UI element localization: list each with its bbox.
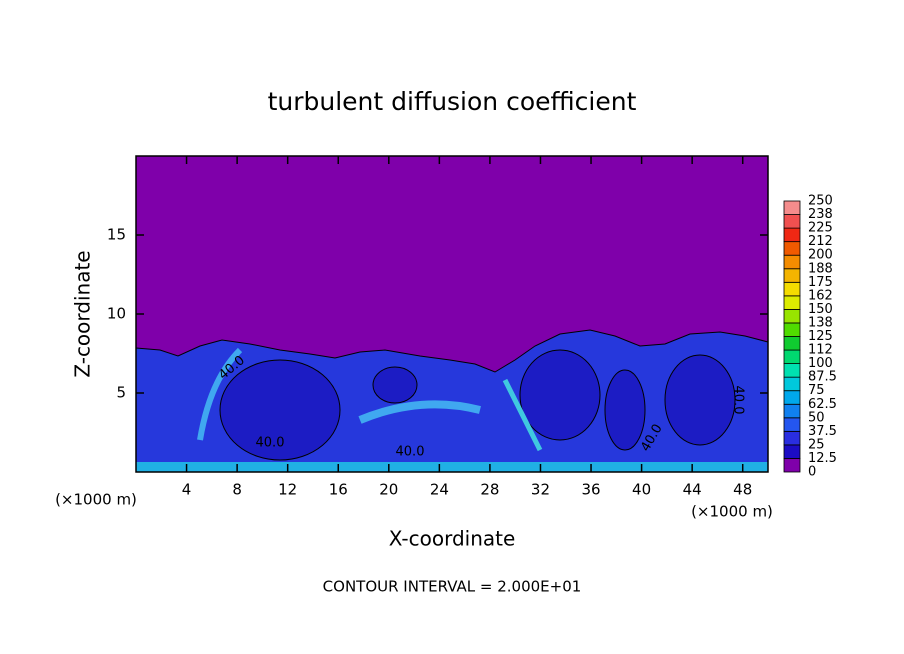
colorbar-box (783, 214, 801, 229)
colorbar-label: 25 (808, 437, 825, 452)
colorbar-label: 50 (808, 410, 825, 425)
colorbar-label: 238 (808, 207, 833, 222)
colorbar-box (783, 295, 801, 310)
x-tick-label: 44 (683, 481, 702, 499)
x-tick-label: 12 (278, 481, 297, 499)
colorbar-label: 225 (808, 221, 833, 236)
colorbar-box (783, 376, 801, 392)
y-tick-label: 5 (116, 384, 126, 402)
field-region (519, 349, 601, 441)
contour-label: 40.0 (256, 436, 285, 451)
colorbar-label: 188 (808, 261, 833, 276)
colorbar-label: 138 (808, 315, 833, 330)
x-tick-label: 40 (632, 481, 651, 499)
colorbar-box (783, 458, 801, 473)
x-tick-label: 4 (182, 481, 192, 499)
x-unit: (×1000 m) (691, 503, 773, 521)
field-streak (136, 462, 768, 472)
colorbar-box (783, 254, 801, 270)
colorbar-label: 150 (808, 302, 833, 317)
field-region (604, 369, 646, 451)
x-tick-label: 8 (232, 481, 242, 499)
colorbar-box (783, 281, 801, 297)
colorbar-label: 75 (808, 383, 825, 398)
colorbar-label: 0 (808, 465, 816, 480)
y-axis-label: Z-coordinate (71, 250, 95, 377)
colorbar-label: 212 (808, 234, 833, 249)
colorbar-label: 37.5 (808, 424, 837, 439)
x-tick-label: 24 (430, 481, 449, 499)
field-streak (502, 378, 543, 452)
footer: CONTOUR INTERVAL = 2.000E+01 (323, 578, 582, 596)
field-streak (358, 400, 481, 424)
x-tick-label: 16 (329, 481, 348, 499)
field-region (219, 359, 341, 461)
colorbar-box (783, 430, 801, 446)
x-tick-label: 20 (379, 481, 398, 499)
colorbar-label: 125 (808, 329, 833, 344)
colorbar-box (783, 363, 801, 378)
colorbar-box (783, 200, 801, 215)
x-tick-label: 32 (531, 481, 550, 499)
colorbar-box (783, 349, 801, 364)
colorbar-label: 62.5 (808, 397, 837, 412)
field-region (664, 354, 736, 446)
x-tick-label: 48 (733, 481, 752, 499)
y-unit: (×1000 m) (55, 491, 137, 509)
colorbar-label: 175 (808, 275, 833, 290)
contour-label: 40.0 (731, 386, 746, 415)
field (135, 156, 769, 473)
x-tick-label: 36 (581, 481, 600, 499)
colorbar-label: 162 (808, 288, 833, 303)
colorbar-box (783, 241, 801, 256)
colorbar-label: 100 (808, 356, 833, 371)
colorbar-label: 12.5 (808, 451, 837, 466)
x-tick-label: 28 (480, 481, 499, 499)
field-region (372, 366, 418, 404)
colorbar-box (783, 227, 801, 243)
contour-label: 40.0 (396, 445, 425, 460)
colorbar-label: 112 (808, 343, 833, 358)
colorbar-box (783, 417, 801, 432)
y-tick-label: 10 (107, 305, 126, 323)
field-streak (197, 347, 243, 441)
colorbar-box (783, 403, 801, 419)
colorbar-box (783, 444, 801, 459)
colorbar-label: 250 (808, 194, 833, 209)
colorbar-label: 87.5 (808, 370, 837, 385)
colorbar-box (783, 336, 801, 351)
colorbar-box (783, 268, 801, 283)
x-axis-label: X-coordinate (389, 527, 516, 551)
y-tick-label: 15 (107, 226, 126, 244)
colorbar-box (783, 308, 801, 324)
chart-title: turbulent diffusion coefficient (268, 87, 637, 116)
colorbar-label: 200 (808, 248, 833, 263)
colorbar-box (783, 390, 801, 405)
colorbar-box (783, 322, 801, 337)
